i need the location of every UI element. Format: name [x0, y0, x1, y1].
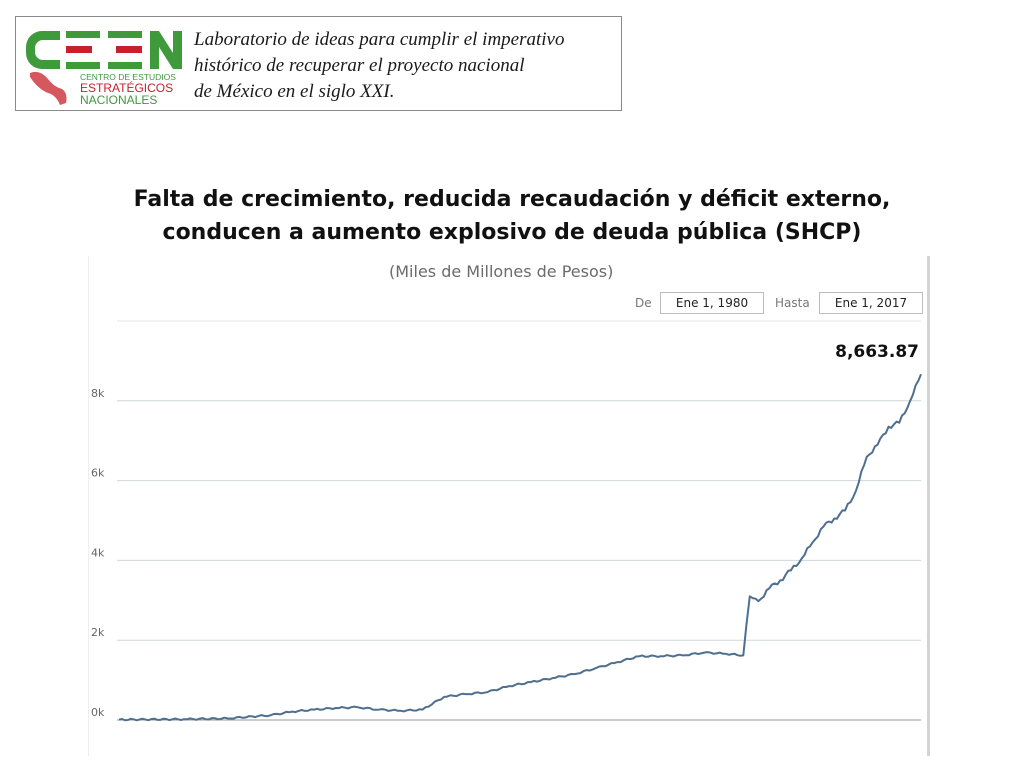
y-tick-label: 8k [91, 387, 105, 400]
slide-title-line-2: conducen a aumento explosivo de deuda pú… [162, 220, 862, 245]
y-tick-label: 0k [91, 706, 105, 719]
header-box: CENTRO DE ESTUDIOS ESTRATÉGICOS NACIONAL… [15, 16, 622, 111]
tagline-line-3: de México en el siglo XXI. [194, 81, 395, 102]
last-value-label: 8,663.87 [835, 342, 919, 362]
y-tick-label: 6k [91, 467, 105, 480]
from-date-input[interactable]: Ene 1, 1980 [660, 292, 764, 314]
logo-sub-2: ESTRATÉGICOS [80, 80, 173, 95]
to-label: Hasta [775, 296, 810, 310]
logo-sub-3: NACIONALES [80, 93, 157, 107]
chart-subtitle: (Miles de Millones de Pesos) [389, 262, 614, 281]
to-date-input[interactable]: Ene 1, 2017 [819, 292, 923, 314]
ceen-logo: CENTRO DE ESTUDIOS ESTRATÉGICOS NACIONAL… [26, 31, 182, 107]
series-line-deuda [118, 373, 922, 722]
slide-title: Falta de crecimiento, reducida recaudaci… [0, 183, 1024, 249]
slide-title-line-1: Falta de crecimiento, reducida recaudaci… [133, 187, 891, 212]
tagline-line-2: histórico de recuperar el proyecto nacio… [194, 55, 525, 76]
tagline: Laboratorio de ideas para cumplir el imp… [194, 27, 614, 105]
logo-sub-1: CENTRO DE ESTUDIOS [80, 72, 176, 82]
from-label: De [635, 296, 652, 310]
y-tick-label: 2k [91, 626, 105, 639]
debt-line-chart: 0k 2k 4k 6k 8k 8,663.87 [91, 320, 922, 722]
y-tick-label: 4k [91, 546, 105, 559]
tagline-line-1: Laboratorio de ideas para cumplir el imp… [194, 29, 565, 50]
chart-panel: (Miles de Millones de Pesos) De Ene 1, 1… [88, 256, 930, 756]
